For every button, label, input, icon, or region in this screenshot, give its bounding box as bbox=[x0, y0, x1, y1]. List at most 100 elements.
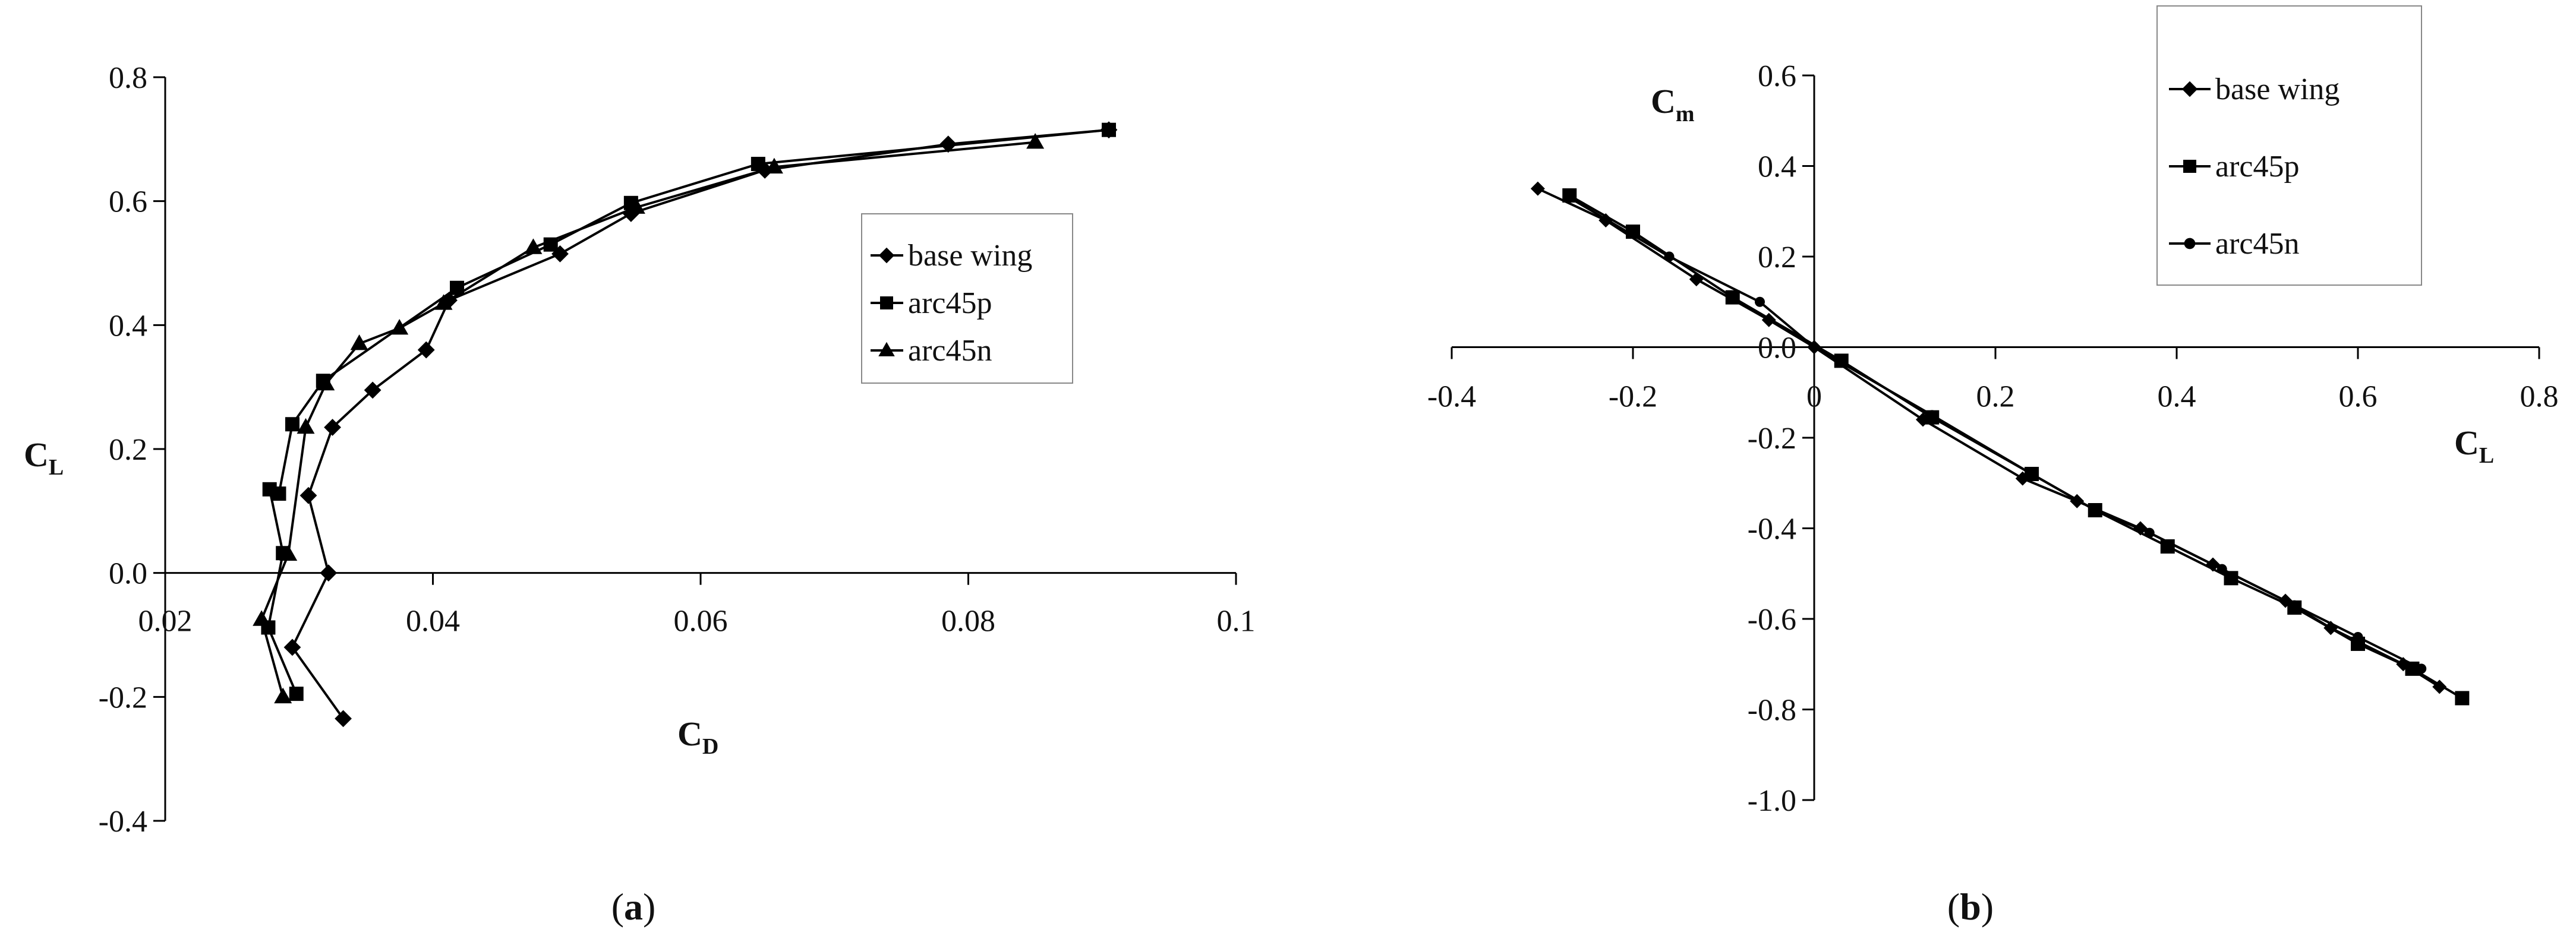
b-legend-marker bbox=[2184, 238, 2196, 249]
a-point-arc45p bbox=[272, 486, 286, 501]
b-y-tick-label: -0.6 bbox=[1748, 603, 1796, 637]
a-point-arc45n bbox=[297, 418, 315, 434]
b-ylabel: Cm bbox=[1651, 82, 1695, 127]
b-y-tick-label: -0.8 bbox=[1748, 694, 1796, 728]
b-point-arc45n bbox=[1564, 192, 1575, 203]
a-x-tick-label: 0.04 bbox=[406, 605, 460, 638]
a-axes bbox=[153, 76, 1237, 822]
a-point-arc45p bbox=[285, 417, 299, 432]
b-legend-label: arc45p bbox=[2215, 150, 2299, 184]
a-point-arc45n bbox=[627, 198, 645, 214]
a-y-tick-label: 0.6 bbox=[109, 185, 147, 219]
chart-panel-a: -0.4 -0.2 0.0 0.2 0.4 0.6 0.8 0.02 0.04 0.06 0.08 0… bbox=[24, 61, 1256, 928]
b-point-arc45p bbox=[1725, 290, 1740, 305]
b-point-arc45n bbox=[2090, 505, 2101, 516]
a-series-line-arc45p bbox=[267, 128, 1109, 694]
caption-a: (a) bbox=[611, 886, 656, 928]
b-point-arc45n bbox=[1664, 251, 1675, 262]
b-point-arc45n bbox=[2144, 527, 2155, 538]
a-y-tick-label: -0.2 bbox=[99, 681, 147, 715]
b-legend-label: base wing bbox=[2215, 72, 2339, 106]
b-xlabel: CL bbox=[2454, 423, 2494, 468]
a-x-tick-label: 0.1 bbox=[1217, 605, 1256, 638]
a-legend-box bbox=[861, 213, 1073, 384]
b-point-base-wing bbox=[1530, 181, 1545, 196]
b-x-tick-label: 0 bbox=[1806, 380, 1822, 414]
b-legend-label: arc45n bbox=[2215, 227, 2299, 261]
a-xlabel: CD bbox=[677, 715, 718, 759]
a-point-base-wing bbox=[324, 419, 341, 436]
a-legend-marker bbox=[878, 247, 895, 264]
a-point-arc45n bbox=[524, 238, 543, 254]
a-point-base-wing bbox=[299, 486, 317, 504]
b-x-tick-label: -0.2 bbox=[1609, 380, 1657, 414]
b-x-tick-label: 0.4 bbox=[2158, 380, 2196, 414]
b-point-arc45n bbox=[2216, 564, 2227, 574]
a-point-arc45n bbox=[390, 318, 409, 335]
b-point-arc45n bbox=[2289, 600, 2300, 611]
a-legend-label: base wing bbox=[908, 239, 1032, 273]
b-axes bbox=[1451, 74, 2540, 801]
b-legend: base wing arc45p arc45n bbox=[2156, 5, 2422, 286]
chart-panel-b: -1.0 -0.8 -0.6 -0.4 -0.2 0.0 0.2 0.4 0.6 -0.4 -0.2… bbox=[1427, 5, 2559, 928]
a-y-tick-label: 0.2 bbox=[109, 433, 147, 467]
b-legend-marker bbox=[2181, 81, 2198, 97]
a-legend-label: arc45p bbox=[908, 286, 992, 320]
a-legend: base wing arc45p arc45n bbox=[861, 213, 1073, 384]
a-x-tick-label: 0.06 bbox=[674, 605, 728, 638]
b-series bbox=[1530, 181, 2470, 706]
b-x-tick-label: 0.6 bbox=[2339, 380, 2378, 414]
a-point-base-wing bbox=[320, 564, 338, 582]
b-y-tick-label: 0.6 bbox=[1758, 59, 1796, 93]
a-legend-label: arc45n bbox=[908, 334, 992, 368]
a-point-arc45p bbox=[289, 687, 304, 701]
b-point-arc45n bbox=[2416, 663, 2427, 674]
b-y-tick-label: 0.0 bbox=[1758, 331, 1796, 365]
a-tick-labels: -0.4 -0.2 0.0 0.2 0.4 0.6 0.8 0.02 0.04 0.06 0.08 0… bbox=[99, 61, 1256, 839]
a-point-arc45n bbox=[279, 545, 298, 561]
b-point-arc45p bbox=[2455, 691, 2470, 706]
a-point-base-wing bbox=[335, 710, 352, 728]
a-legend-marker bbox=[880, 296, 893, 309]
a-point-base-wing bbox=[939, 135, 957, 153]
a-point-base-wing bbox=[364, 381, 381, 399]
a-series-line-arc45n bbox=[260, 141, 1036, 697]
b-x-tick-label: -0.4 bbox=[1427, 380, 1476, 414]
a-point-base-wing bbox=[417, 341, 435, 359]
caption-b: (b) bbox=[1947, 886, 1994, 928]
b-point-arc45n bbox=[1755, 296, 1765, 307]
b-point-arc45n bbox=[1927, 410, 1937, 421]
a-point-arc45n bbox=[317, 374, 335, 391]
b-legend-marker bbox=[2183, 160, 2196, 173]
a-y-tick-label: 0.4 bbox=[109, 309, 147, 343]
b-x-tick-label: 0.2 bbox=[1976, 380, 2015, 414]
a-point-arc45n bbox=[434, 294, 453, 310]
a-point-arc45p bbox=[751, 157, 765, 172]
a-series bbox=[253, 121, 1118, 728]
a-y-tick-label: 0.8 bbox=[109, 61, 147, 95]
a-point-arc45n bbox=[253, 610, 271, 626]
a-legend-marker bbox=[878, 342, 895, 356]
b-y-tick-label: 0.4 bbox=[1758, 150, 1796, 184]
b-y-tick-label: -0.2 bbox=[1748, 422, 1796, 456]
b-legend-box bbox=[2156, 5, 2422, 286]
a-point-arc45n bbox=[765, 157, 783, 174]
a-point-base-wing bbox=[283, 638, 301, 656]
a-point-arc45n bbox=[350, 334, 368, 350]
a-point-arc45n bbox=[1026, 132, 1045, 149]
b-y-tick-label: -0.4 bbox=[1748, 513, 1796, 546]
b-y-tick-label: 0.2 bbox=[1758, 241, 1796, 274]
b-x-tick-label: 0.8 bbox=[2520, 380, 2559, 414]
a-x-tick-label: 0.08 bbox=[941, 605, 995, 638]
a-point-arc45p bbox=[1102, 122, 1117, 137]
a-y-tick-label: -0.4 bbox=[99, 805, 147, 839]
a-point-arc45n bbox=[274, 687, 292, 704]
b-series-line-arc45n bbox=[1569, 197, 2422, 670]
b-y-tick-label: -1.0 bbox=[1748, 784, 1796, 818]
b-point-arc45n bbox=[2353, 632, 2363, 642]
b-point-arc45n bbox=[2026, 469, 2037, 479]
a-x-tick-label: 0.02 bbox=[138, 605, 193, 638]
a-ylabel: CL bbox=[24, 435, 64, 480]
b-point-arc45n bbox=[1809, 342, 1820, 352]
